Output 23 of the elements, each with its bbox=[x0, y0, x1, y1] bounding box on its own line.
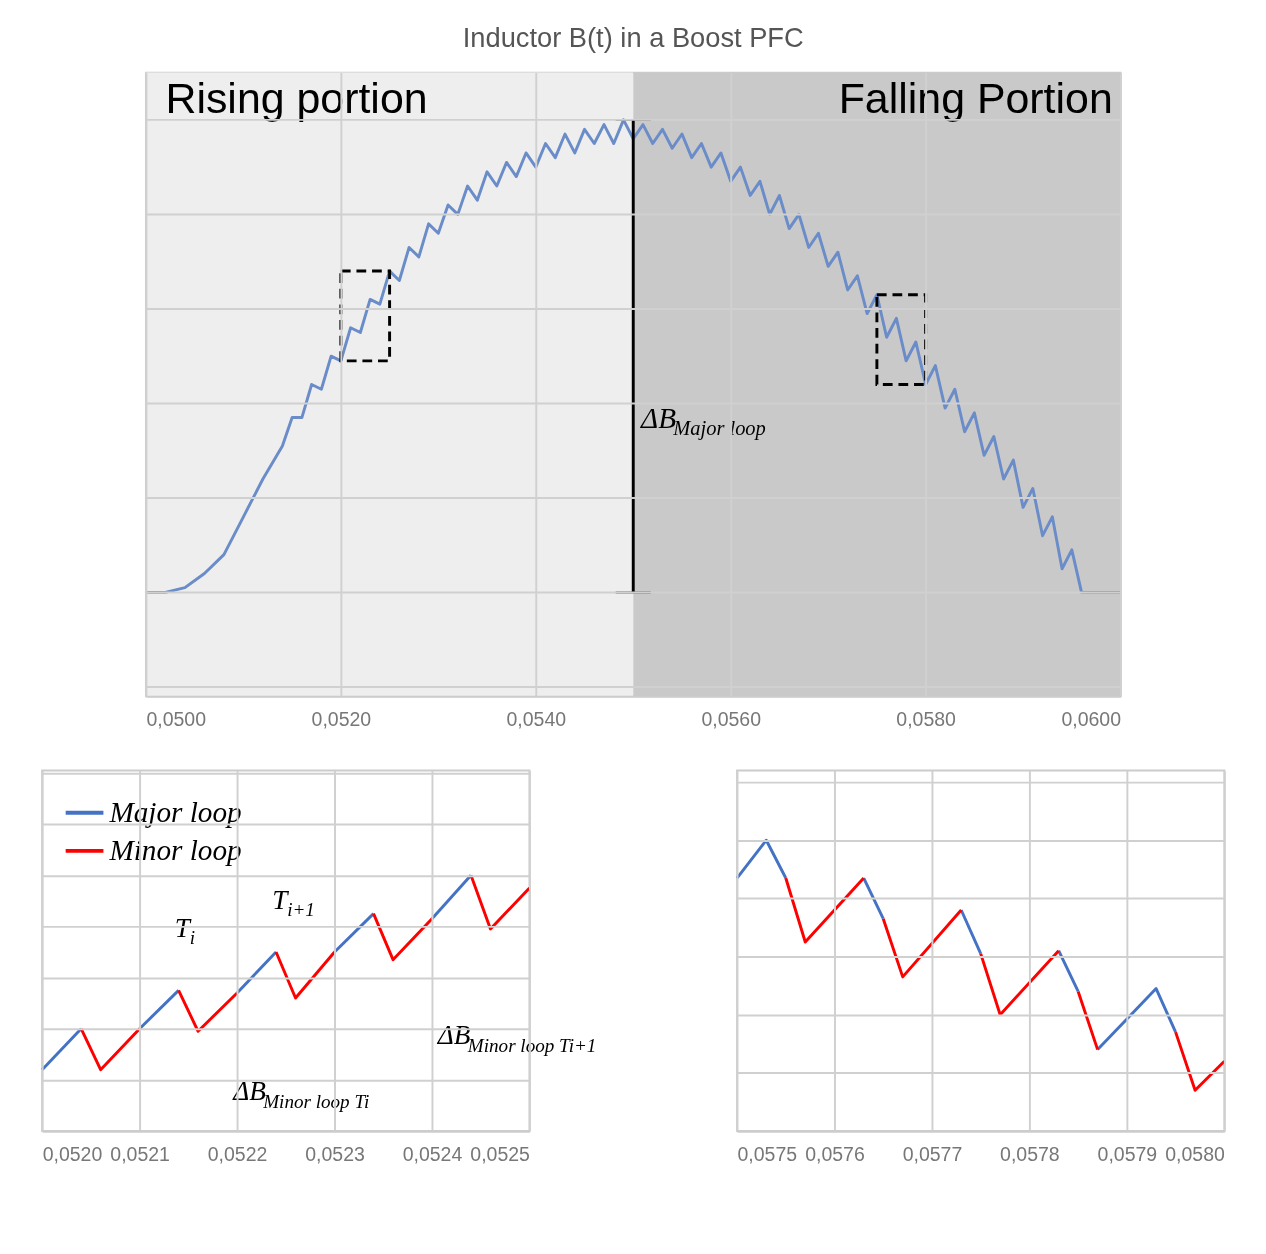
band-label: Rising portion bbox=[165, 73, 428, 122]
x-tick-label: 0,0580 bbox=[896, 708, 957, 731]
x-tick-label: 0,0600 bbox=[1061, 708, 1122, 731]
legend-label: Minor loop bbox=[108, 833, 242, 866]
x-tick-label: 0,0579 bbox=[1097, 1142, 1158, 1165]
x-tick-label: 0,0576 bbox=[805, 1142, 865, 1165]
chart-title: Inductor B(t) in a Boost PFC bbox=[462, 22, 804, 54]
band-label: Falling Portion bbox=[838, 73, 1113, 122]
x-tick-label: 0,0560 bbox=[701, 708, 762, 731]
x-tick-label: 0,0575 bbox=[737, 1142, 798, 1165]
x-tick-label: 0,0500 bbox=[146, 708, 207, 731]
x-tick-label: 0,0520 bbox=[42, 1142, 103, 1165]
x-tick-label: 0,0525 bbox=[470, 1142, 531, 1165]
x-tick-label: 0,0524 bbox=[402, 1142, 463, 1165]
x-tick-label: 0,0521 bbox=[110, 1142, 170, 1165]
x-tick-label: 0,0523 bbox=[305, 1142, 365, 1165]
legend-label: Major loop bbox=[108, 795, 242, 828]
x-tick-label: 0,0578 bbox=[1000, 1142, 1060, 1165]
x-tick-label: 0,0522 bbox=[207, 1142, 268, 1165]
x-tick-label: 0,0580 bbox=[1165, 1142, 1225, 1165]
x-tick-label: 0,0577 bbox=[902, 1142, 963, 1165]
x-tick-label: 0,0540 bbox=[506, 708, 567, 731]
x-tick-label: 0,0520 bbox=[311, 708, 372, 731]
